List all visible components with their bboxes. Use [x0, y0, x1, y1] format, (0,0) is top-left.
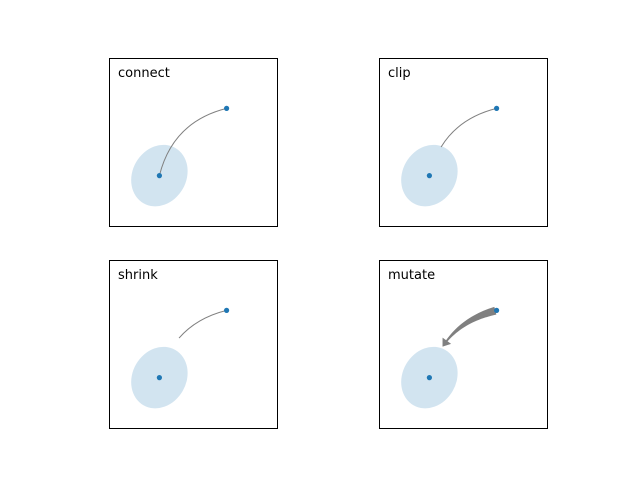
panel-shrink: shrink [109, 260, 278, 429]
data-point-1 [426, 173, 432, 179]
fancy-arrow [442, 306, 497, 347]
connector-arc [440, 107, 497, 148]
panel-label: shrink [118, 268, 158, 283]
data-point-1 [156, 375, 162, 381]
axes-frame [109, 260, 278, 429]
axes-frame [109, 58, 278, 227]
data-point-1 [156, 173, 162, 179]
panel-clip: clip [379, 58, 548, 227]
data-point-2 [224, 105, 230, 111]
data-point-2 [494, 105, 500, 111]
axes-frame [379, 58, 548, 227]
data-point-2 [224, 307, 230, 313]
axes-frame [379, 260, 548, 429]
connector-arc [178, 309, 227, 339]
connector-arc [158, 107, 227, 176]
panel-label: connect [118, 66, 170, 81]
panel-label: clip [388, 66, 411, 81]
data-point-2 [494, 307, 500, 313]
data-point-1 [426, 375, 432, 381]
panel-connect: connect [109, 58, 278, 227]
panel-label: mutate [388, 268, 435, 283]
arrow-head [442, 337, 452, 347]
panel-mutate: mutate [379, 260, 548, 429]
